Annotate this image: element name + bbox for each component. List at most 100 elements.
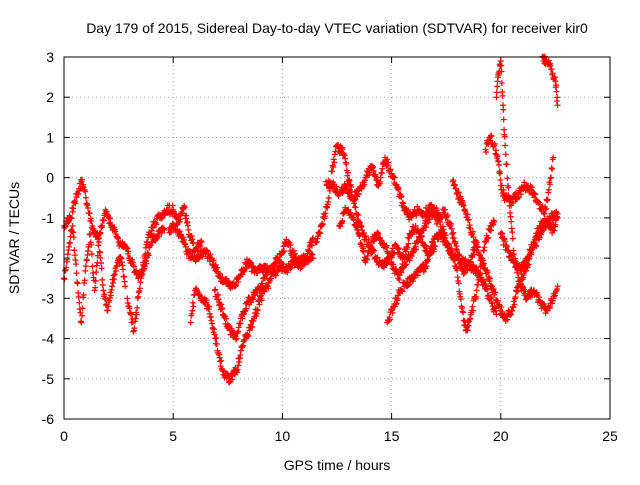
data-point-interpolated: [142, 251, 149, 258]
data-point-interpolated: [513, 189, 520, 196]
axes: 0 5 10 15 20 25 -6 -5 -4 -3 -2 -1 0 1 2 3: [42, 49, 618, 444]
data-point-interpolated: [61, 276, 68, 283]
data-point-interpolated: [86, 210, 93, 217]
data-point-interpolated: [490, 286, 497, 293]
y-tick-label: -5: [42, 371, 55, 387]
data-point-interpolated: [510, 304, 517, 311]
series-13: [493, 58, 561, 317]
data-point-interpolated: [554, 94, 561, 101]
series-14: [497, 214, 561, 274]
data-point-interpolated: [158, 230, 165, 237]
data-point-interpolated: [383, 162, 390, 169]
series-12: [482, 132, 557, 217]
data-point-interpolated: [331, 159, 338, 166]
data-point-interpolated: [322, 210, 329, 217]
data-point-interpolated: [501, 133, 508, 140]
data-point-interpolated: [447, 220, 454, 227]
data-point-interpolated: [214, 264, 221, 271]
data-point-interpolated: [464, 267, 471, 274]
data-point-interpolated: [153, 221, 160, 228]
data-point-interpolated: [554, 214, 561, 221]
data-point: [100, 287, 107, 294]
data-point-interpolated: [533, 243, 540, 250]
y-tick-label: -4: [42, 331, 55, 347]
data-point-interpolated: [325, 194, 332, 201]
data-point-interpolated: [232, 282, 239, 289]
data-point-interpolated: [547, 62, 554, 69]
data-point-interpolated: [495, 161, 502, 168]
data-point-interpolated: [394, 184, 401, 191]
data-point-interpolated: [453, 243, 460, 250]
data-point-interpolated: [404, 207, 411, 214]
data-point-interpolated: [217, 363, 224, 370]
data-point-interpolated: [466, 316, 473, 323]
data-point-interpolated: [525, 261, 532, 268]
data-point-interpolated: [469, 307, 476, 314]
y-tick-label: -2: [42, 250, 55, 266]
data-point-interpolated: [69, 228, 76, 235]
data-point-interpolated: [70, 205, 77, 212]
data-point-interpolated: [483, 149, 490, 156]
data-point-interpolated: [206, 303, 213, 310]
data-point-interpolated: [174, 221, 181, 228]
data-point-interpolated: [226, 379, 233, 386]
data-point-interpolated: [484, 286, 491, 293]
x-tick-label: 20: [493, 428, 509, 444]
data-point-interpolated: [505, 184, 512, 191]
data-point-interpolated: [97, 229, 104, 236]
data-point-interpolated: [543, 205, 550, 212]
data-point-interpolated: [510, 256, 517, 263]
data-point-interpolated: [440, 226, 447, 233]
data-point-interpolated: [343, 160, 350, 167]
data-point-interpolated: [125, 248, 132, 255]
data-point-interpolated: [477, 270, 484, 277]
data-point-interpolated: [121, 278, 128, 285]
data-point-interpolated: [488, 133, 495, 140]
data-point-interpolated: [497, 170, 504, 177]
data-point-interpolated: [237, 352, 244, 359]
data-point-interpolated: [498, 304, 505, 311]
data-point-interpolated: [344, 169, 351, 176]
chart-title: Day 179 of 2015, Sidereal Day-to-day VTE…: [86, 20, 588, 36]
data-point-interpolated: [82, 188, 89, 195]
data-point-interpolated: [429, 239, 436, 246]
data-point-interpolated: [361, 177, 368, 184]
data-point-interpolated: [420, 227, 427, 234]
data-point-interpolated: [100, 217, 107, 224]
data-point-interpolated: [223, 315, 230, 322]
data-point-interpolated: [156, 233, 163, 240]
data-point-interpolated: [88, 251, 95, 258]
data-point-interpolated: [112, 268, 119, 275]
data-point-interpolated: [389, 309, 396, 316]
data-point-interpolated: [79, 176, 86, 183]
data-point-interpolated: [530, 244, 537, 251]
data-point-interpolated: [73, 270, 80, 277]
data-point-interpolated: [374, 230, 381, 237]
data-point-interpolated: [335, 192, 342, 199]
data-point-interpolated: [330, 164, 337, 171]
data-point-interpolated: [130, 328, 137, 335]
data-point-interpolated: [366, 169, 373, 176]
data-point-interpolated: [213, 334, 220, 341]
data-point-interpolated: [414, 238, 421, 245]
data-point-interpolated: [491, 140, 498, 147]
data-point-interpolated: [391, 174, 398, 181]
data-point-interpolated: [360, 230, 367, 237]
data-point-interpolated: [503, 161, 510, 168]
data-point-interpolated: [500, 106, 507, 113]
data-point-interpolated: [124, 245, 131, 252]
series-1: [61, 222, 129, 326]
data-point-interpolated: [494, 83, 501, 90]
data-point-interpolated: [190, 303, 197, 310]
data-point-interpolated: [545, 189, 552, 196]
data-point-interpolated: [347, 186, 354, 193]
data-point-interpolated: [329, 168, 336, 175]
data-point-interpolated: [551, 74, 558, 81]
data-point-interpolated: [111, 271, 118, 278]
data-point-interpolated: [509, 235, 516, 242]
data-point-interpolated: [431, 243, 438, 250]
data-point-interpolated: [108, 286, 115, 293]
data-point-interpolated: [406, 216, 413, 223]
data-point-interpolated: [95, 242, 102, 249]
data-point-interpolated: [93, 269, 100, 276]
